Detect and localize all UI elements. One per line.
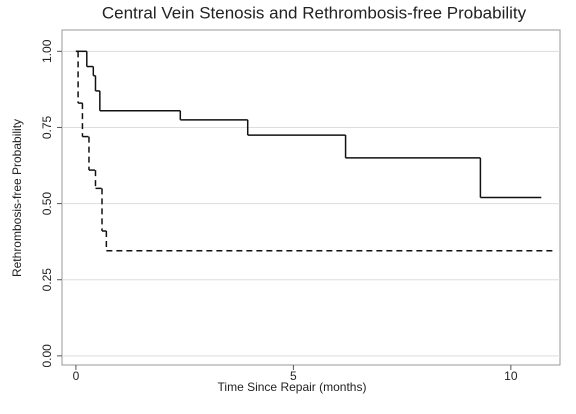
plot-area — [61, 29, 561, 366]
y-axis-title: Rethrombosis-free Probability — [10, 119, 24, 277]
y-tick-label: 1.00 — [40, 39, 54, 63]
x-tick-label: 10 — [504, 369, 518, 383]
y-tick-label: 0.50 — [40, 192, 54, 216]
x-tick-label: 5 — [290, 369, 297, 383]
x-tick-label: 0 — [73, 369, 80, 383]
y-tick-label: 0.75 — [40, 115, 54, 139]
chart-title: Central Vein Stenosis and Rethrombosis-f… — [102, 3, 527, 22]
y-tick-label: 0.25 — [40, 268, 54, 292]
y-tick-label: 0.00 — [40, 344, 54, 368]
x-axis-title: Time Since Repair (months) — [218, 380, 367, 394]
